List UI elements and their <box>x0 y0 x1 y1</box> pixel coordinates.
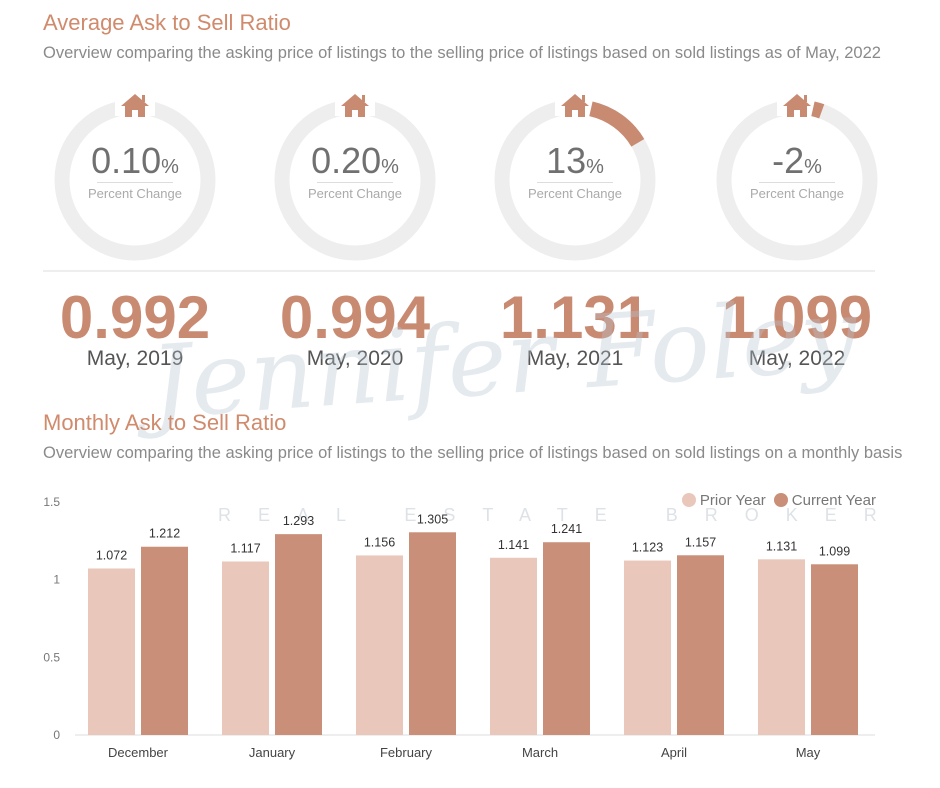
x-tick-label: February <box>380 745 433 760</box>
bar-current <box>543 542 590 735</box>
bar-prior <box>758 559 805 735</box>
y-tick-label: 1 <box>53 573 60 587</box>
monthly-title: Monthly Ask to Sell Ratio <box>43 410 287 435</box>
data-label: 1.212 <box>149 527 180 541</box>
percent-change-value: 0.20% <box>311 140 399 181</box>
data-label: 1.072 <box>96 548 127 562</box>
ratio-date: May, 2020 <box>306 347 404 370</box>
y-tick-label: 0 <box>53 728 60 742</box>
percent-change-ring: 0.20% Percent Change <box>265 90 445 270</box>
percent-change-value: 0.10% <box>91 140 179 181</box>
ratio-date: May, 2022 <box>748 347 846 370</box>
x-tick-label: December <box>108 745 169 760</box>
legend-current: Current Year <box>773 492 876 509</box>
chart-legend: Prior Year Current Year <box>681 492 876 509</box>
house-icon <box>341 94 369 117</box>
data-label: 1.123 <box>632 541 663 555</box>
ratio-date: May, 2019 <box>86 347 184 370</box>
bar-prior <box>88 568 135 735</box>
percent-change-value: -2% <box>772 140 822 181</box>
percent-change-ring: 0.10% Percent Change <box>45 90 225 270</box>
bar-current <box>409 532 456 735</box>
legend-current-label: Current Year <box>791 492 876 509</box>
ratio-value: 0.994 <box>279 284 431 351</box>
house-icon <box>121 94 149 117</box>
ratio-value: 0.992 <box>59 284 211 351</box>
x-tick-label: January <box>249 745 296 760</box>
percent-change-label: Percent Change <box>308 186 402 201</box>
percent-change-ring: 13% Percent Change <box>485 90 665 270</box>
legend-current-swatch <box>773 493 788 507</box>
bar-prior <box>222 561 269 735</box>
percent-change-value: 13% <box>546 140 604 181</box>
bar-prior <box>490 557 537 735</box>
percent-change-label: Percent Change <box>88 186 182 201</box>
ring-progress-arc <box>811 101 825 119</box>
ratio-value: 1.131 <box>499 284 651 351</box>
page-title: Average Ask to Sell Ratio <box>43 10 291 35</box>
legend-prior-label: Prior Year <box>699 492 766 509</box>
page-subtitle: Overview comparing the asking price of l… <box>43 44 881 62</box>
bar-current <box>275 534 322 735</box>
percent-change-label: Percent Change <box>750 186 844 201</box>
watermark-tag: REAL ESTATE BROKER <box>218 505 904 525</box>
percent-change-label: Percent Change <box>528 186 622 201</box>
ratio-date: May, 2021 <box>526 347 624 370</box>
data-label: 1.141 <box>498 538 529 552</box>
data-label: 1.117 <box>230 541 260 555</box>
divider <box>43 270 875 272</box>
bar-prior <box>624 560 671 735</box>
house-icon <box>561 94 589 117</box>
data-label: 1.156 <box>364 535 395 549</box>
y-tick-label: 0.5 <box>43 650 60 664</box>
x-tick-label: May <box>796 745 821 760</box>
legend-prior: Prior Year <box>681 492 766 509</box>
bar-current <box>141 546 188 735</box>
ring-progress-arc <box>589 101 645 147</box>
legend-prior-swatch <box>681 493 696 507</box>
bar-current <box>677 555 724 735</box>
x-tick-label: April <box>661 745 687 760</box>
percent-change-ring: -2% Percent Change <box>707 90 887 270</box>
house-icon <box>783 94 811 117</box>
data-label: 1.131 <box>766 539 797 553</box>
bar-current <box>811 564 858 735</box>
y-tick-label: 1.5 <box>43 495 60 509</box>
ratio-value: 1.099 <box>721 284 873 351</box>
monthly-subtitle: Overview comparing the asking price of l… <box>43 444 903 462</box>
data-label: 1.099 <box>819 544 850 558</box>
data-label: 1.157 <box>685 535 716 549</box>
bar-prior <box>356 555 403 735</box>
x-tick-label: March <box>522 745 558 760</box>
